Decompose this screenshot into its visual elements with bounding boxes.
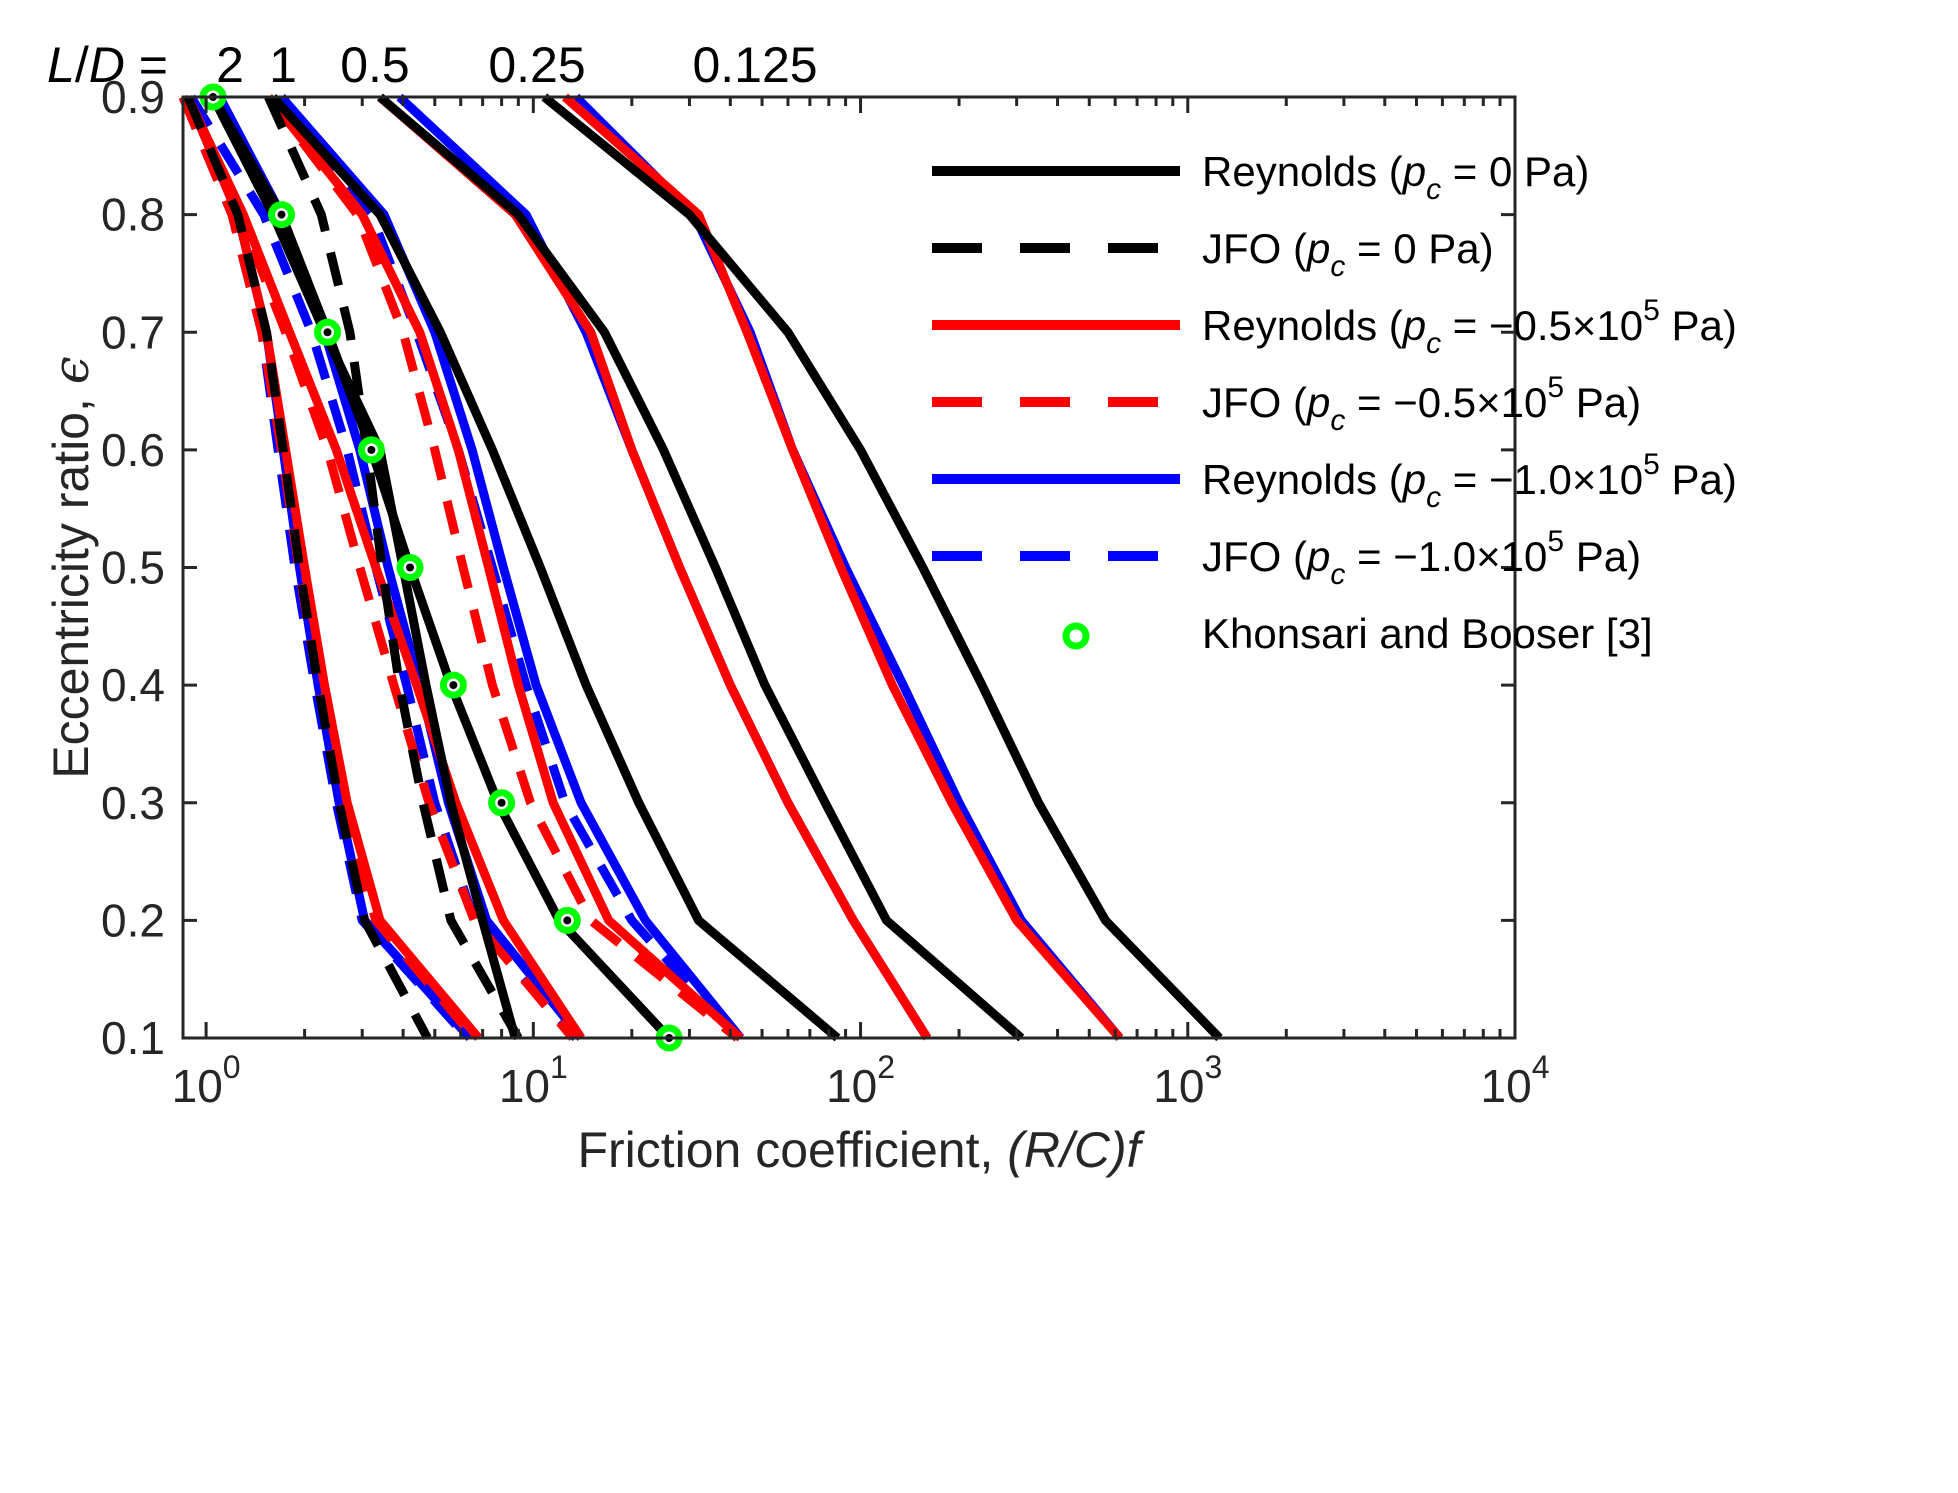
- series-line-reynolds-3: [377, 93, 1025, 1042]
- series-line-jfo-13: [178, 95, 577, 1041]
- reference-point-center: [563, 916, 572, 925]
- reference-point-center: [406, 563, 414, 572]
- series-line-jfo-12: [178, 95, 478, 1041]
- legend-label: JFO (pc = −1.0×105 Pa): [1202, 525, 1641, 591]
- legend-label: JFO (pc = 0 Pa): [1202, 225, 1494, 283]
- ld-value-label: 0.125: [692, 37, 817, 93]
- x-tick-label: 104: [1481, 1049, 1550, 1112]
- legend-label: JFO (pc = −0.5×105 Pa): [1202, 371, 1641, 437]
- x-tick-label: 100: [172, 1049, 241, 1112]
- reference-point-center: [367, 445, 376, 454]
- axes-layer: 0.1 0.2 0.3 0.4 0.5 0.6 0.7 0.8 0.9 100 101 102 103 1…: [42, 71, 1549, 1178]
- ld-prefix: L/D =: [47, 37, 168, 93]
- y-tick-label: 0.7: [101, 306, 165, 358]
- series-line-reynolds-11: [562, 93, 1124, 1041]
- series-line-jfo-14: [264, 94, 741, 1042]
- reference-point-center: [449, 681, 458, 690]
- series-line-jfo-6: [264, 95, 523, 1041]
- legend: Reynolds (pc = 0 Pa) JFO (pc = 0 Pa) Reyno…: [932, 148, 1737, 657]
- y-tick-label: 0.1: [101, 1012, 165, 1064]
- x-tick-label: 103: [1153, 1049, 1222, 1112]
- series-line-reynolds-2: [269, 93, 841, 1042]
- y-tick-label: 0.5: [101, 542, 165, 594]
- legend-label: Reynolds (pc = −0.5×105 Pa): [1202, 294, 1737, 360]
- y-tick-label: 0.3: [101, 777, 165, 829]
- series-layer: [178, 93, 1223, 1042]
- series-line-reynolds-9: [264, 94, 744, 1042]
- y-tick-label: 0.6: [101, 424, 165, 476]
- x-axis-title: Friction coefficient, (R/C)f: [577, 1122, 1145, 1178]
- ld-value-label: 0.25: [488, 37, 585, 93]
- ld-value-label: 2: [216, 37, 244, 93]
- series-line-jfo-5: [183, 95, 432, 1041]
- ld-labels: L/D = 2 1 0.5 0.25 0.125: [47, 37, 818, 93]
- series-line-reynolds-4: [541, 93, 1223, 1042]
- y-tick-label: 0.4: [101, 659, 165, 711]
- legend-label: Reynolds (pc = 0 Pa): [1202, 148, 1589, 206]
- ld-value-label: 1: [269, 37, 297, 93]
- ld-value-label: 0.5: [340, 37, 410, 93]
- y-axis-title: Eccentricity ratio, ϵ: [42, 356, 100, 779]
- x-tick-label: 102: [826, 1049, 895, 1112]
- y-tick-label: 0.2: [101, 894, 165, 946]
- legend-label: Reynolds (pc = −1.0×105 Pa): [1202, 448, 1737, 514]
- legend-label: Khonsari and Booser [3]: [1202, 610, 1653, 657]
- reference-point-center: [277, 210, 286, 219]
- x-tick-label: 101: [499, 1049, 568, 1112]
- y-tick-label: 0.8: [101, 189, 165, 241]
- legend-marker: [1062, 622, 1090, 650]
- reference-point-center: [323, 328, 332, 337]
- y-tick-label: 0.9: [101, 71, 165, 123]
- series-line-reynolds-10: [377, 93, 932, 1041]
- reference-point-center: [497, 798, 506, 807]
